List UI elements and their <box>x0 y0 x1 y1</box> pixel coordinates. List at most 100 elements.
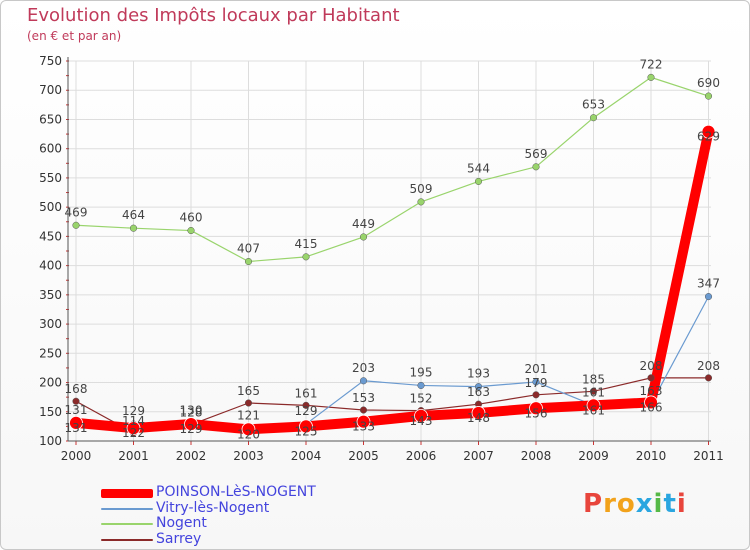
data-label: 203 <box>352 361 375 375</box>
data-point <box>586 398 601 413</box>
data-label: 120 <box>237 427 260 441</box>
y-tick-label: 600 <box>39 142 62 156</box>
data-label: 464 <box>122 208 145 222</box>
x-tick-label: 2001 <box>118 449 149 463</box>
data-label: 722 <box>640 57 663 71</box>
data-point <box>184 417 198 431</box>
y-tick-label: 350 <box>39 288 62 302</box>
data-label: 128 <box>180 406 203 420</box>
chart-subtitle: (en € et par an) <box>27 29 122 43</box>
chart-title: Evolution des Impôts locaux par Habitant <box>27 5 400 26</box>
data-label: 166 <box>640 400 663 414</box>
data-label: 125 <box>295 424 318 438</box>
y-tick-label: 400 <box>39 259 62 273</box>
x-tick-label: 2007 <box>463 449 494 463</box>
legend-swatch <box>101 538 153 541</box>
x-tick-label: 2010 <box>636 449 667 463</box>
x-tick-label: 2009 <box>578 449 609 463</box>
data-point <box>529 401 543 416</box>
data-point <box>299 419 313 434</box>
proxiti-logo: Proxiti <box>583 489 687 519</box>
data-point <box>359 406 368 414</box>
data-label: 509 <box>410 182 433 196</box>
data-point <box>701 124 716 139</box>
legend-swatch <box>101 488 153 498</box>
y-tick-label: 700 <box>39 83 62 97</box>
data-point <box>356 414 371 429</box>
x-tick-label: 2006 <box>406 449 437 463</box>
data-label: 152 <box>410 392 433 406</box>
data-label: 469 <box>65 205 88 219</box>
data-label: 460 <box>180 211 203 225</box>
data-point <box>589 387 598 395</box>
data-point <box>302 253 310 261</box>
y-tick-label: 450 <box>39 229 62 243</box>
x-tick-label: 2000 <box>61 449 92 463</box>
data-label: 168 <box>65 382 88 396</box>
data-point <box>69 415 83 430</box>
data-point <box>244 257 253 266</box>
legend-swatch <box>101 523 153 525</box>
x-tick-label: 2003 <box>233 449 264 463</box>
data-label: 629 <box>697 130 720 144</box>
data-label: 143 <box>410 414 433 428</box>
y-tick-label: 100 <box>39 434 62 448</box>
data-label: 195 <box>410 365 433 379</box>
data-label: 156 <box>525 406 548 420</box>
data-point <box>474 177 483 185</box>
legend-label: POINSON-LèS-NOGENT <box>156 484 316 500</box>
y-tick-label: 150 <box>39 405 62 419</box>
data-label: 163 <box>640 384 663 398</box>
data-point <box>532 378 540 386</box>
data-point <box>474 383 483 391</box>
data-label: 114 <box>122 414 145 428</box>
data-label: 208 <box>697 359 720 373</box>
data-label: 129 <box>295 404 318 418</box>
y-tick-label: 200 <box>39 376 62 390</box>
data-point <box>129 224 138 232</box>
data-point <box>414 408 428 423</box>
data-label: 185 <box>582 372 605 386</box>
data-point <box>187 226 195 235</box>
data-label: 133 <box>352 420 375 434</box>
data-label: 161 <box>582 403 605 417</box>
data-point <box>244 399 253 407</box>
data-point <box>471 406 486 420</box>
data-point <box>647 73 655 81</box>
series-line-2 <box>75 76 710 263</box>
data-label: 449 <box>352 217 375 231</box>
data-label: 148 <box>467 411 490 425</box>
legend-label: Nogent <box>156 515 207 531</box>
data-point <box>359 377 368 385</box>
data-point <box>704 293 713 301</box>
y-tick-label: 500 <box>39 200 62 214</box>
data-label: 544 <box>467 161 490 175</box>
data-point <box>72 221 80 229</box>
data-point <box>359 233 368 241</box>
data-label: 131 <box>65 403 88 417</box>
data-point <box>704 92 713 100</box>
data-label: 569 <box>525 147 548 161</box>
y-tick-label: 650 <box>39 112 62 126</box>
data-label: 130 <box>180 403 203 417</box>
data-label: 131 <box>65 421 88 435</box>
data-label: 690 <box>697 76 720 90</box>
x-tick-label: 2002 <box>176 449 207 463</box>
data-point <box>72 397 80 405</box>
legend-label: Sarrey <box>156 530 202 547</box>
data-point <box>589 114 598 122</box>
data-label: 121 <box>237 409 260 423</box>
y-tick-label: 300 <box>39 317 62 331</box>
y-tick-label: 550 <box>39 171 62 185</box>
data-label: 653 <box>582 98 605 112</box>
data-label: 193 <box>467 367 490 381</box>
data-label: 208 <box>640 359 663 373</box>
x-tick-label: 2005 <box>348 449 379 463</box>
data-label: 165 <box>237 384 260 398</box>
data-label: 347 <box>697 277 720 291</box>
data-point <box>126 421 141 436</box>
data-label: 129 <box>122 404 145 418</box>
series-line-0 <box>71 126 714 435</box>
